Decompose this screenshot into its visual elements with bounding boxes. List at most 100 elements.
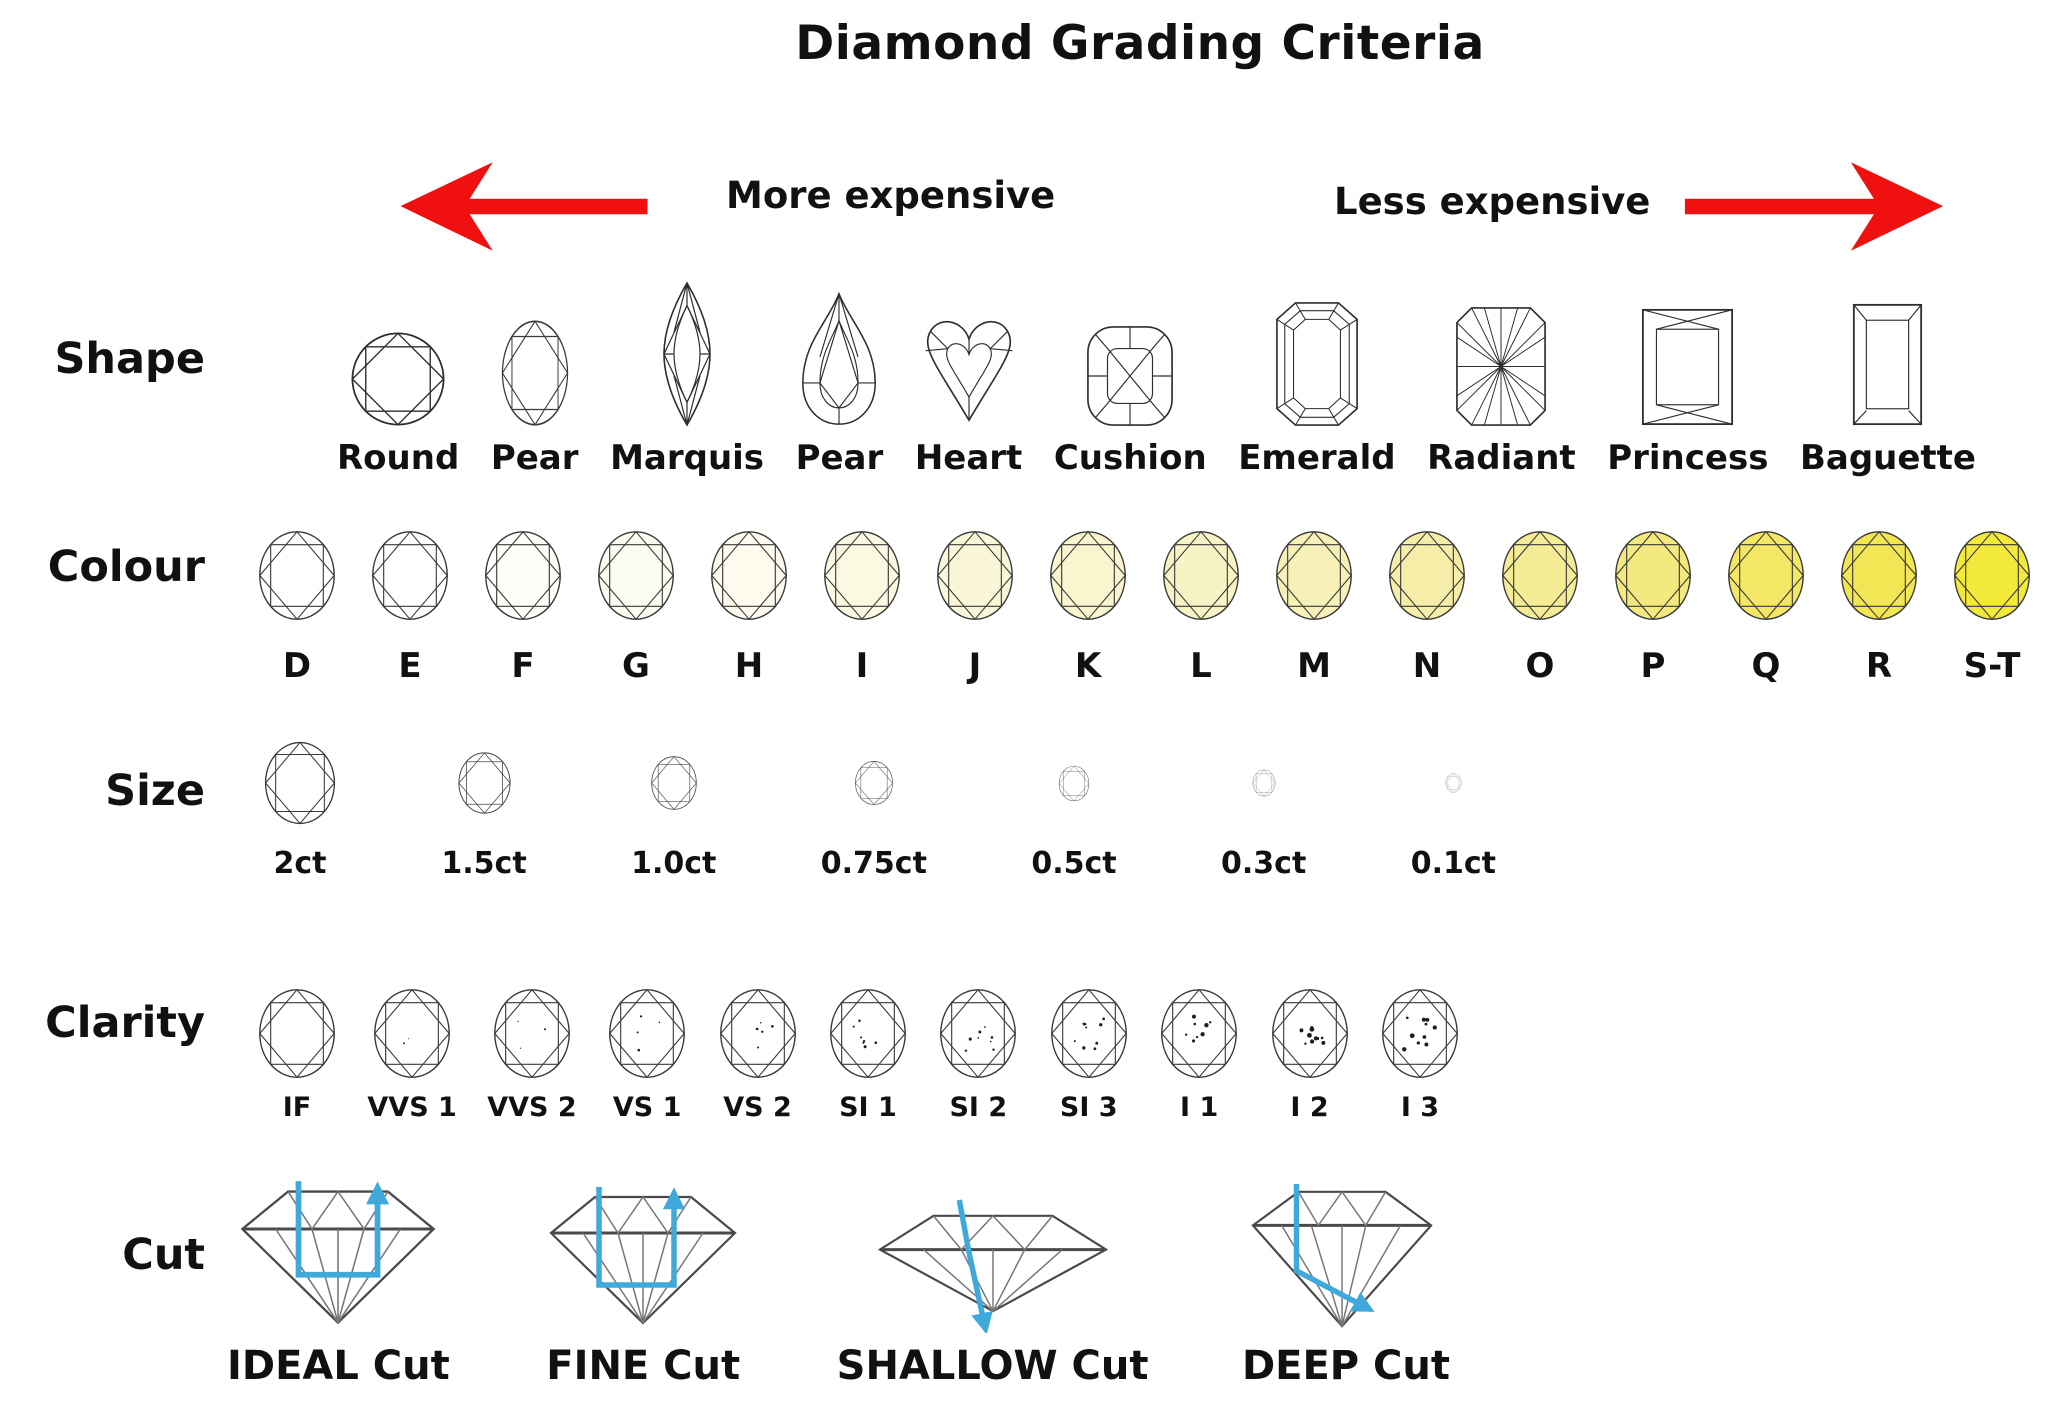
- stone-icon-box: [938, 980, 1018, 1080]
- size-stone-icon: [1058, 765, 1090, 802]
- colour-item: P: [1613, 522, 1693, 686]
- size-stone-icon: [263, 740, 337, 826]
- colour-items: D E F G H I J K L M N O P Q R S-T: [205, 522, 2048, 686]
- shallow-cut-profile-icon: [874, 1194, 1112, 1333]
- colour-grade-label: O: [1525, 646, 1555, 686]
- colour-item: I: [822, 522, 902, 686]
- clarity-stone-icon: [492, 987, 572, 1080]
- clarity-grade-label: SI 1: [839, 1092, 897, 1123]
- stone-icon-box: [1387, 522, 1467, 622]
- colour-item: M: [1274, 522, 1354, 686]
- stone-icon-box: [916, 288, 1022, 428]
- radiant-shape-icon: [1454, 305, 1548, 428]
- colour-stone-icon: [1161, 529, 1241, 622]
- shape-item: Emerald: [1238, 288, 1396, 478]
- cut-item: SHALLOW Cut: [836, 1168, 1149, 1389]
- clarity-grade-label: SI 3: [1059, 1092, 1118, 1123]
- clarity-grade-label: I 2: [1290, 1092, 1329, 1123]
- colour-stone-icon: [1952, 529, 2032, 622]
- clarity-item: VVS 2: [487, 980, 577, 1123]
- clarity-stone-icon: [372, 987, 452, 1080]
- colour-stone-icon: [822, 529, 902, 622]
- colour-grade-label: L: [1190, 646, 1212, 686]
- stone-icon-box: [1247, 1168, 1445, 1333]
- stone-icon-box: [1639, 288, 1736, 428]
- stone-icon-box: [596, 522, 676, 622]
- stone-icon-box: [1445, 736, 1462, 830]
- stone-icon-box: [457, 736, 512, 830]
- stone-icon-box: [822, 522, 902, 622]
- stone-icon-box: [543, 1168, 743, 1333]
- shape-label: Marquis: [610, 438, 765, 478]
- stone-icon-box: [1270, 980, 1350, 1080]
- stone-icon-box: [257, 522, 337, 622]
- page-title: Diamond Grading Criteria: [795, 16, 1485, 71]
- colour-item: F: [483, 522, 563, 686]
- clarity-item: VS 1: [607, 980, 687, 1123]
- clarity-stone-icon: [938, 987, 1018, 1080]
- shape-label: Radiant: [1427, 438, 1576, 478]
- price-direction-row: More expensive Less expensive: [0, 150, 2048, 275]
- colour-item: H: [709, 522, 789, 686]
- more-expensive-label: More expensive: [726, 174, 1056, 217]
- clarity-items: IF VVS 1 VVS 2 VS 1 VS 2 SI 1 SI 2 SI 3 I 1 I 2 I …: [205, 980, 1460, 1123]
- stone-icon-box: [1274, 288, 1360, 428]
- colour-stone-icon: [1500, 529, 1580, 622]
- size-carat-label: 2ct: [273, 846, 327, 881]
- clarity-grade-label: IF: [282, 1092, 312, 1123]
- cut-row-label: Cut: [122, 1230, 205, 1280]
- baguette-shape-icon: [1850, 301, 1925, 428]
- stone-icon-box: [709, 522, 789, 622]
- cut-label: SHALLOW Cut: [836, 1343, 1149, 1389]
- size-item: 0.75ct: [821, 736, 927, 881]
- colour-grade-label: E: [398, 646, 422, 686]
- size-item: 1.5ct: [441, 736, 527, 881]
- shape-item: Pear: [795, 288, 884, 478]
- colour-stone-icon: [1839, 529, 1919, 622]
- size-carat-label: 0.5ct: [1031, 846, 1117, 881]
- shape-item: Pear: [491, 288, 579, 478]
- size-stone-icon: [457, 751, 512, 815]
- clarity-item: IF: [257, 980, 337, 1123]
- colour-grade-label: J: [968, 646, 982, 686]
- shape-row: Shape Round Pear Marquis Pear Heart Cushion Em…: [0, 288, 2048, 478]
- size-item: 0.1ct: [1411, 736, 1496, 881]
- stone-icon-box: [1048, 522, 1128, 622]
- shape-label: Pear: [795, 438, 884, 478]
- stone-icon-box: [1500, 522, 1580, 622]
- stone-icon-box: [1726, 522, 1806, 622]
- size-carat-label: 0.1ct: [1410, 846, 1496, 881]
- colour-item: O: [1500, 522, 1580, 686]
- colour-grade-label: P: [1640, 646, 1666, 686]
- stone-icon-box: [234, 1168, 442, 1333]
- stone-icon-box: [500, 288, 570, 428]
- colour-grade-label: F: [511, 646, 535, 686]
- stone-icon-box: [263, 736, 337, 830]
- size-item: 2ct: [263, 736, 337, 881]
- clarity-stone-icon: [828, 987, 908, 1080]
- stone-icon-box: [1380, 980, 1460, 1080]
- stone-icon-box: [659, 288, 715, 428]
- size-carat-label: 1.5ct: [441, 846, 527, 881]
- cut-item: IDEAL Cut: [227, 1168, 450, 1389]
- shape-item: Round: [337, 288, 459, 478]
- size-row: Size 2ct 1.5ct 1.0ct 0.75ct 0.5ct 0.3ct 0.1ct: [0, 736, 2048, 881]
- clarity-stone-icon: [1159, 987, 1239, 1080]
- stone-icon-box: [257, 980, 337, 1080]
- shape-item: Baguette: [1800, 288, 1976, 478]
- stone-icon-box: [1161, 522, 1241, 622]
- shape-item: Marquis: [610, 288, 764, 478]
- pear-shape-icon: [799, 290, 879, 428]
- size-item: 0.5ct: [1031, 736, 1117, 881]
- colour-stone-icon: [935, 529, 1015, 622]
- clarity-grade-label: VS 2: [723, 1092, 792, 1123]
- clarity-grade-label: I 3: [1400, 1092, 1440, 1123]
- shape-label: Princess: [1607, 438, 1769, 478]
- clarity-row: Clarity IF VVS 1 VVS 2 VS 1 VS 2 SI 1 SI 2 SI 3…: [0, 980, 2048, 1123]
- clarity-item: VVS 1: [367, 980, 457, 1123]
- deep-cut-profile-icon: [1247, 1180, 1445, 1333]
- stone-icon-box: [874, 1168, 1112, 1333]
- stone-icon-box: [372, 980, 452, 1080]
- stone-icon-box: [799, 288, 879, 428]
